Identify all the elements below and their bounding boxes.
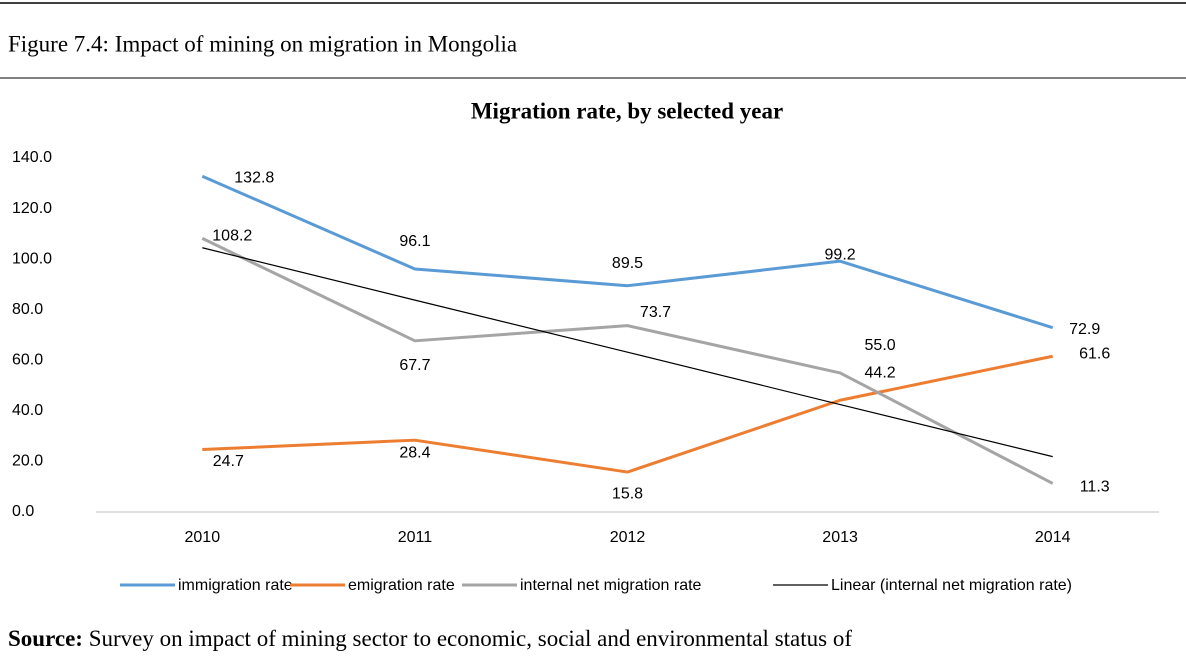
data-label: 28.4 bbox=[399, 444, 430, 461]
data-label: 89.5 bbox=[612, 255, 643, 272]
series-line bbox=[202, 354, 1054, 474]
legend-label: Linear (internal net migration rate) bbox=[831, 577, 1072, 594]
x-tick-label: 2010 bbox=[185, 529, 221, 546]
x-tick-label: 2013 bbox=[822, 529, 858, 546]
y-tick-label: 140.0 bbox=[12, 149, 52, 166]
data-label: 44.2 bbox=[865, 364, 896, 381]
x-tick-label: 2014 bbox=[1035, 529, 1071, 546]
legend-label: emigration rate bbox=[348, 577, 455, 594]
y-tick-label: 0.0 bbox=[12, 503, 34, 520]
legend-label: internal net migration rate bbox=[520, 577, 702, 594]
data-label: 96.1 bbox=[399, 233, 430, 250]
x-tick-label: 2012 bbox=[610, 529, 646, 546]
data-label: 72.9 bbox=[1069, 321, 1100, 338]
trend-line bbox=[202, 247, 1053, 458]
data-label: 99.2 bbox=[825, 246, 856, 263]
series-line bbox=[201, 174, 1054, 330]
source-body: Survey on impact of mining sector to eco… bbox=[89, 626, 853, 651]
data-label: 15.8 bbox=[612, 485, 643, 502]
data-label: 73.7 bbox=[640, 304, 671, 321]
data-label: 11.3 bbox=[1080, 479, 1110, 496]
data-label: 108.2 bbox=[212, 228, 252, 245]
y-tick-label: 20.0 bbox=[12, 453, 43, 470]
figure-caption: Figure 7.4: Impact of mining on migratio… bbox=[8, 31, 517, 56]
data-label: 55.0 bbox=[865, 337, 896, 354]
series-line bbox=[201, 237, 1054, 485]
y-tick-label: 40.0 bbox=[12, 402, 43, 419]
y-tick-label: 100.0 bbox=[12, 250, 52, 267]
chart-title: Migration rate, by selected year bbox=[471, 98, 783, 123]
x-tick-label: 2011 bbox=[398, 529, 433, 546]
data-label: 61.6 bbox=[1079, 345, 1110, 362]
data-label: 67.7 bbox=[399, 357, 430, 374]
data-label: 132.8 bbox=[234, 169, 274, 186]
legend-label: immigration rate bbox=[178, 577, 293, 594]
y-tick-label: 60.0 bbox=[12, 352, 43, 369]
y-tick-label: 80.0 bbox=[12, 301, 43, 318]
source-text: Source: Survey on impact of mining secto… bbox=[8, 626, 852, 651]
source-label: Source: bbox=[8, 626, 83, 651]
y-tick-label: 120.0 bbox=[12, 200, 52, 217]
data-label: 24.7 bbox=[213, 453, 244, 470]
